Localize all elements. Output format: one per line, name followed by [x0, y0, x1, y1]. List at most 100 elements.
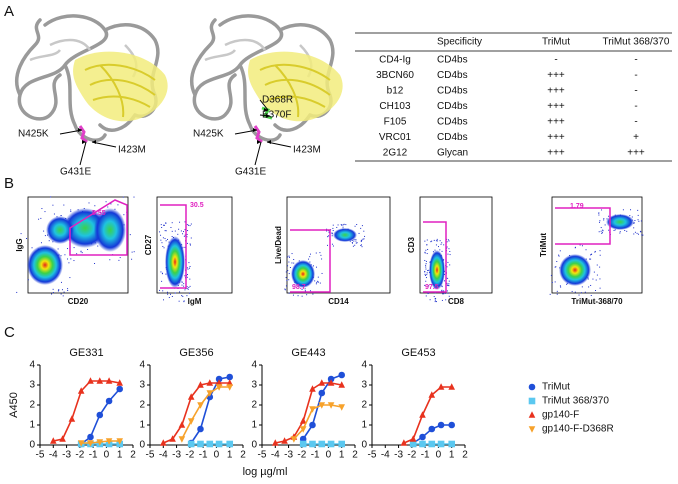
event-dot	[60, 293, 62, 295]
y-tick-label: 4	[251, 360, 257, 371]
event-dot	[316, 280, 318, 282]
event-dot	[560, 286, 562, 288]
table-cell: -	[634, 101, 637, 112]
marker	[400, 439, 408, 446]
table-cell: -	[634, 55, 637, 66]
density	[291, 260, 315, 288]
event-dot	[184, 289, 186, 291]
mutation-highlight	[253, 125, 263, 144]
event-dot	[73, 260, 75, 262]
y-tick-label: 2	[361, 400, 367, 411]
marker	[105, 438, 113, 445]
marker	[226, 440, 234, 448]
event-dot	[361, 246, 363, 248]
marker	[318, 440, 326, 448]
event-dot	[448, 240, 450, 242]
event-dot	[184, 275, 186, 277]
x-tick-label: -3	[394, 450, 403, 461]
marker	[299, 440, 307, 448]
event-dot	[447, 292, 449, 294]
event-dot	[360, 244, 362, 246]
event-dot	[16, 291, 18, 293]
event-dot	[186, 295, 188, 297]
event-dot	[110, 203, 112, 205]
marker	[215, 375, 223, 383]
event-dot	[317, 281, 319, 283]
event-dot	[441, 289, 443, 291]
event-dot	[328, 235, 330, 237]
event-dot	[60, 255, 62, 257]
event-dot	[189, 243, 191, 245]
marker	[77, 440, 85, 447]
event-dot	[285, 271, 287, 273]
density	[429, 250, 445, 290]
event-dot	[436, 238, 438, 240]
event-dot	[443, 244, 445, 246]
gate	[555, 207, 611, 245]
density	[27, 245, 63, 285]
event-dot	[293, 262, 295, 264]
event-dot	[186, 233, 188, 235]
event-dot	[590, 294, 592, 296]
event-dot	[598, 221, 600, 223]
event-dot	[189, 267, 191, 269]
marker	[197, 440, 204, 448]
event-dot	[43, 230, 45, 232]
marker	[96, 411, 104, 419]
x-tick-label: -1	[311, 450, 320, 461]
event-dot	[558, 255, 560, 257]
x-tick-label: -2	[297, 450, 306, 461]
event-dot	[574, 291, 576, 293]
event-dot	[181, 284, 183, 286]
marker	[409, 435, 417, 442]
event-dot	[48, 240, 50, 242]
mutation-label: N425K	[18, 129, 49, 140]
event-dot	[434, 249, 436, 251]
event-dot	[642, 234, 644, 236]
event-dot	[94, 205, 96, 207]
event-dot	[285, 285, 287, 287]
series-line	[275, 382, 342, 444]
table-cell: +++	[547, 70, 565, 81]
event-dot	[640, 220, 642, 222]
event-dot	[163, 224, 165, 226]
event-dot	[306, 294, 308, 296]
legend-marker	[528, 383, 536, 391]
event-dot	[165, 273, 167, 275]
marker	[327, 440, 335, 448]
event-dot	[189, 244, 191, 246]
event-dot	[183, 235, 185, 237]
event-dot	[41, 208, 43, 210]
event-dot	[332, 245, 334, 247]
event-dot	[184, 221, 186, 223]
event-dot	[599, 254, 601, 256]
event-dot	[425, 295, 427, 297]
event-dot	[61, 289, 63, 291]
event-dot	[164, 238, 166, 240]
event-dot	[52, 204, 54, 206]
event-dot	[340, 224, 342, 226]
x-tick-label: -5	[36, 450, 45, 461]
event-dot	[123, 214, 125, 216]
event-dot	[284, 289, 286, 291]
event-dot	[435, 301, 437, 303]
event-dot	[107, 206, 109, 208]
event-dot	[60, 215, 62, 217]
event-dot	[181, 281, 183, 283]
event-dot	[320, 254, 322, 256]
marker	[437, 421, 445, 429]
event-dot	[436, 240, 438, 242]
event-dot	[189, 292, 191, 294]
event-dot	[319, 252, 321, 254]
event-dot	[637, 209, 639, 211]
event-dot	[558, 254, 560, 256]
event-dot	[355, 240, 357, 242]
event-dot	[608, 229, 610, 231]
event-dot	[328, 232, 330, 234]
event-dot	[427, 292, 429, 294]
event-dot	[446, 246, 448, 248]
event-dot	[425, 263, 427, 265]
x-tick-label: 1	[227, 450, 233, 461]
event-dot	[351, 242, 353, 244]
event-dot	[594, 250, 596, 252]
